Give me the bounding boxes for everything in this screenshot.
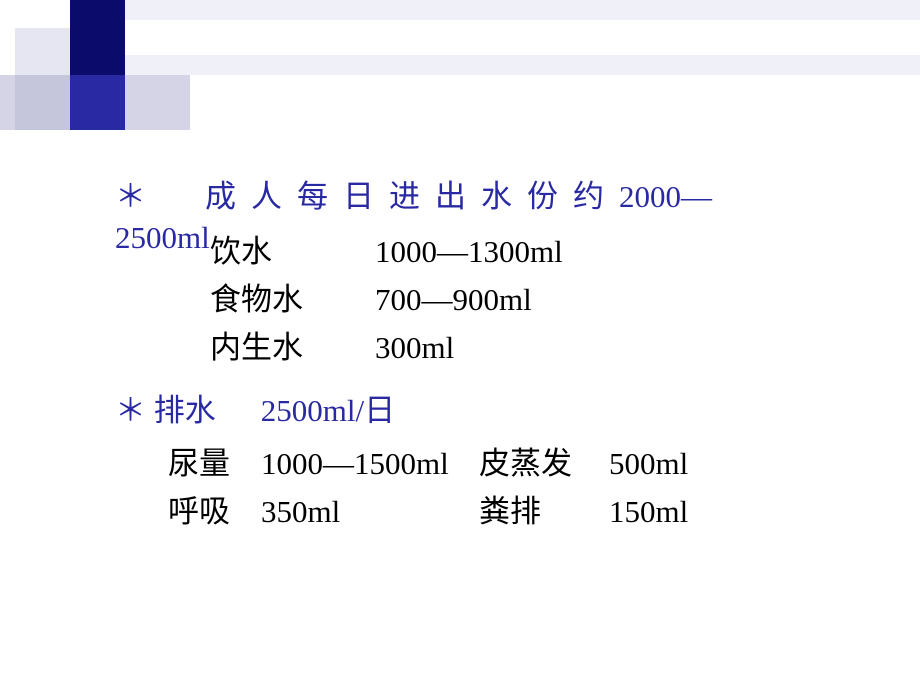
decor-rect: [15, 0, 70, 28]
decor-rect: [125, 55, 920, 75]
drain-value: 2500ml/日: [261, 393, 395, 428]
header-decoration: [0, 0, 920, 160]
asterisk-icon: ＊: [115, 393, 146, 428]
intake-list: 饮水 1000—1300ml 食物水 700—900ml 内生水 300ml: [210, 228, 563, 372]
output-table: 尿量 1000—1500ml 皮蒸发 500ml 呼吸 350ml 粪排 150…: [168, 440, 688, 536]
output-label: 皮蒸发: [479, 440, 609, 488]
output-value: 350ml: [261, 488, 479, 536]
intake-value: 700—900ml: [375, 276, 532, 324]
output-row: 呼吸 350ml 粪排 150ml: [168, 488, 688, 536]
decor-rect: [15, 75, 70, 130]
intake-label: 食物水: [210, 276, 375, 324]
intake-label: 内生水: [210, 324, 375, 372]
decor-rect: [70, 75, 125, 130]
output-label: 粪排: [479, 488, 609, 536]
drain-label: 排水: [154, 393, 216, 428]
output-value: 1000—1500ml: [261, 440, 479, 488]
title-text: 成人每日进出水份约: [205, 179, 619, 214]
intake-value: 300ml: [375, 324, 454, 372]
decor-rect: [125, 0, 920, 20]
output-label: 呼吸: [168, 488, 261, 536]
intake-row: 食物水 700—900ml: [210, 276, 563, 324]
intake-row: 饮水 1000—1300ml: [210, 228, 563, 276]
intake-label: 饮水: [210, 228, 375, 276]
drain-line: ＊ 排水 2500ml/日: [115, 385, 395, 430]
asterisk-icon: ＊: [115, 175, 150, 218]
title-range: 2000—: [619, 179, 712, 214]
output-row: 尿量 1000—1500ml 皮蒸发 500ml: [168, 440, 688, 488]
output-value: 500ml: [609, 440, 688, 488]
intake-row: 内生水 300ml: [210, 324, 563, 372]
intake-value: 1000—1300ml: [375, 228, 563, 276]
output-label: 尿量: [168, 440, 261, 488]
title-line: ＊ 成人每日进出水份约2000—: [115, 175, 875, 218]
output-value: 150ml: [609, 488, 688, 536]
